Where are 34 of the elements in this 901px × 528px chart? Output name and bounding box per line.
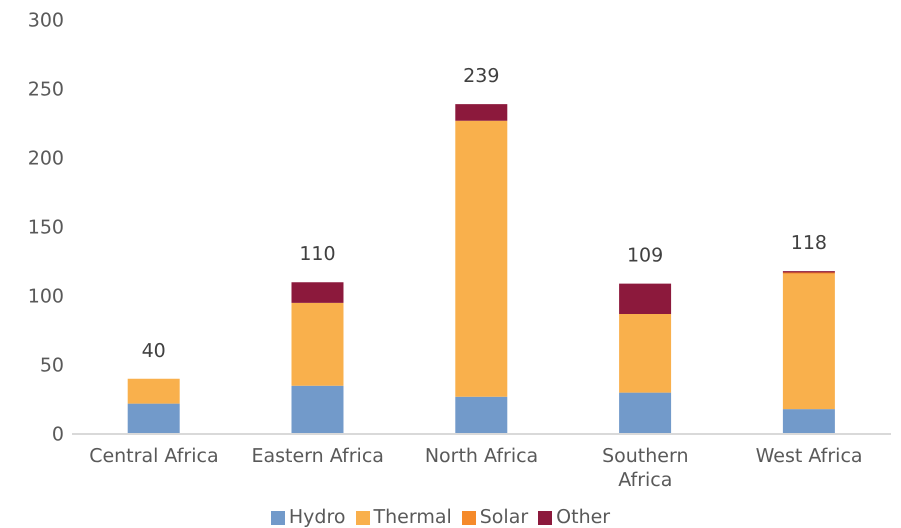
x-tick-label: Southern Africa xyxy=(602,445,689,491)
bar xyxy=(619,284,672,314)
legend-label: Hydro xyxy=(288,506,346,528)
legend-label: Solar xyxy=(480,506,528,528)
total-label: 40 xyxy=(142,340,166,362)
bar xyxy=(291,302,344,386)
bar xyxy=(455,120,508,397)
y-tick-label: 100 xyxy=(28,286,64,308)
legend-label: Thermal xyxy=(374,506,452,528)
bar xyxy=(619,314,672,393)
total-label: 118 xyxy=(790,232,828,254)
x-tick-label: North Africa xyxy=(424,445,538,467)
bar xyxy=(619,392,672,434)
bar xyxy=(128,378,180,404)
y-tick-label: 50 xyxy=(40,354,64,377)
bar xyxy=(291,282,344,303)
y-tick-label: 250 xyxy=(28,78,64,101)
total-label: 110 xyxy=(299,243,336,266)
legend-label: Other xyxy=(556,506,610,528)
bar xyxy=(782,409,835,434)
x-tick-label: West Africa xyxy=(756,445,863,467)
y-tick-label: 200 xyxy=(28,148,64,170)
y-tick-label: 150 xyxy=(28,216,64,239)
total-label: 239 xyxy=(463,65,500,88)
bar xyxy=(455,104,508,121)
bar xyxy=(455,396,508,434)
bar xyxy=(128,404,180,434)
total-label: 109 xyxy=(626,244,664,267)
bar xyxy=(291,386,344,434)
x-tick-label: Central Africa xyxy=(89,445,219,467)
y-tick-label: 0 xyxy=(52,424,64,446)
bar xyxy=(782,274,835,410)
x-tick-label: Eastern Africa xyxy=(251,445,384,467)
y-tick-label: 300 xyxy=(28,10,64,32)
